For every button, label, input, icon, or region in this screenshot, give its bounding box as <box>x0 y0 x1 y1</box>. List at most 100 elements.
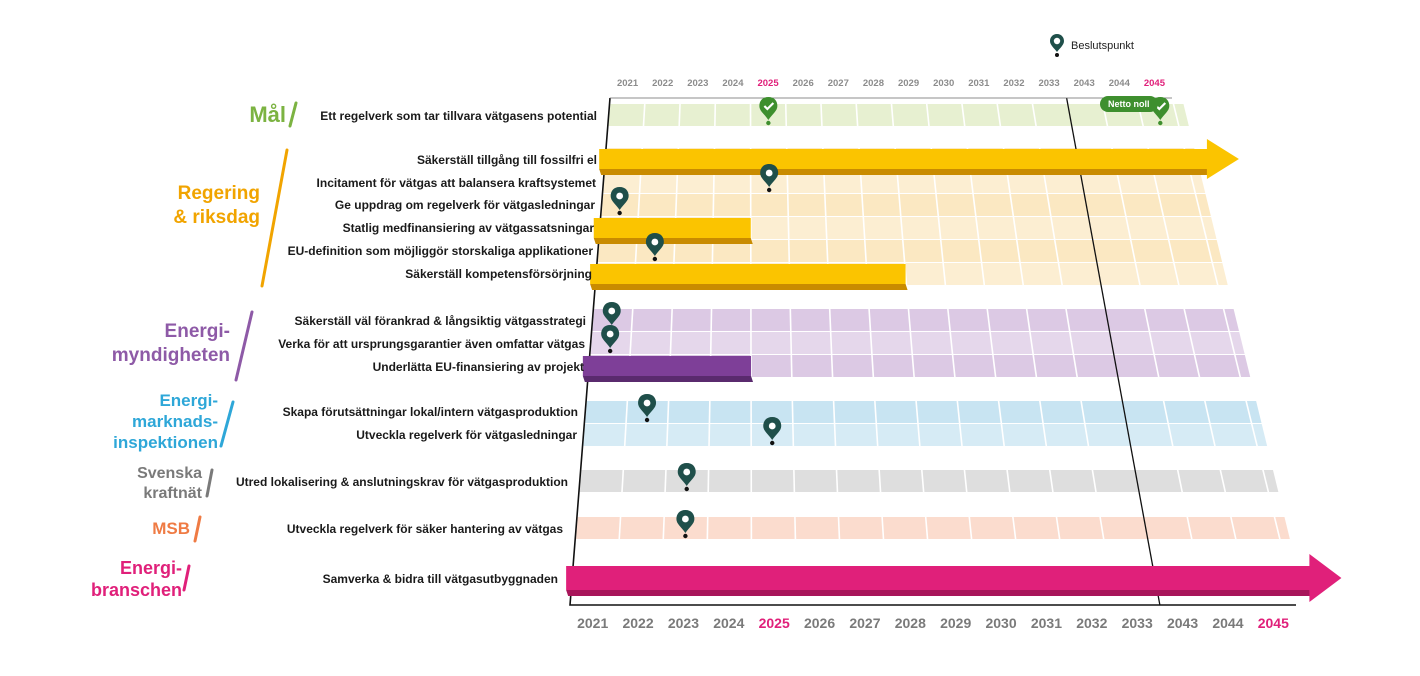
bottom-year-label: 2024 <box>713 615 744 631</box>
row-label: Underlätta EU-finansiering av projekt <box>372 360 584 374</box>
grid-line <box>819 97 844 606</box>
band-row <box>589 332 1245 354</box>
band-row <box>582 424 1268 446</box>
group-divider <box>205 468 214 498</box>
grid-line <box>855 97 889 606</box>
group-title-msb: MSB <box>152 519 190 538</box>
decision-pin-icon <box>759 97 778 126</box>
timeline-bar-shadow <box>590 284 908 290</box>
timeline-bar-shadow <box>566 590 1312 596</box>
timeline-bar-shadow <box>593 238 753 244</box>
grid-line <box>1030 97 1116 606</box>
bottom-year-label: 2021 <box>577 615 608 631</box>
top-year-label: 2023 <box>687 78 708 89</box>
bottom-year-label: 2030 <box>985 615 1016 631</box>
decision-pin-icon <box>610 187 629 216</box>
group-title-svk: Svenska kraftnät <box>137 465 202 502</box>
row-label: EU-definition som möjliggör storskaliga … <box>287 244 593 258</box>
timeline-bar <box>590 264 906 284</box>
grid-line <box>614 97 646 606</box>
top-year-label: 2025 <box>757 78 779 89</box>
row-label: Samverka & bidra till vätgasutbyggnaden <box>322 572 558 586</box>
group-title-energibranschen: Energi- branschen <box>90 558 182 600</box>
group-divider <box>193 515 202 543</box>
bottom-year-label: 2033 <box>1122 615 1153 631</box>
top-year-label: 2043 <box>1074 78 1095 89</box>
top-year-label: 2030 <box>933 78 954 89</box>
band-row <box>602 171 1206 193</box>
decision-pin-icon <box>602 302 621 331</box>
bottom-year-label: 2043 <box>1167 615 1198 631</box>
top-year-label: 2028 <box>863 78 884 89</box>
row-label: Statlig medfinansiering av vätgassatsnin… <box>342 221 594 235</box>
top-year-label: 2045 <box>1144 78 1166 89</box>
bottom-year-label: 2025 <box>759 615 790 631</box>
timeline-break-line <box>1065 97 1161 606</box>
grid-line <box>1171 97 1297 606</box>
timeline-bar-shadow <box>599 169 1209 175</box>
legend-label: Beslutspunkt <box>1071 40 1134 52</box>
band-row <box>587 355 1251 377</box>
bottom-year-label: 2032 <box>1076 615 1107 631</box>
row-label: Ge uppdrag om regelverk för vätgaslednin… <box>334 198 595 212</box>
group-title-energimyndigheten: Energi- myndigheten <box>111 321 230 366</box>
grid-line <box>1136 97 1252 606</box>
timeline-bar-shadow <box>582 376 754 382</box>
bottom-year-label: 2031 <box>1031 615 1062 631</box>
decision-pin-icon <box>638 394 657 423</box>
top-year-label: 2033 <box>1038 78 1059 89</box>
band-row <box>607 104 1189 126</box>
bottom-year-label: 2023 <box>668 615 699 631</box>
bottom-year-label: 2029 <box>940 615 971 631</box>
row-label: Incitament för vätgas att balansera kraf… <box>316 176 596 190</box>
decision-pin-icon <box>763 417 782 446</box>
bottom-year-label: 2027 <box>849 615 880 631</box>
row-label: Utveckla regelverk för vätgasledningar <box>356 428 577 442</box>
grid-line <box>659 97 682 606</box>
group-title-mal: Mål <box>249 102 286 127</box>
band-row <box>578 470 1279 492</box>
grid-line <box>784 97 798 606</box>
band-row <box>598 217 1217 239</box>
group-divider <box>260 148 289 288</box>
group-divider <box>219 400 235 448</box>
grid-line <box>1100 97 1207 606</box>
top-year-label: 2029 <box>898 78 919 89</box>
bottom-year-label: 2022 <box>622 615 653 631</box>
band-row <box>600 194 1211 216</box>
top-year-label: 2021 <box>617 78 639 89</box>
timeline-bar <box>593 218 751 238</box>
bottom-year-label: 2045 <box>1258 615 1289 631</box>
band-row <box>591 309 1239 331</box>
decision-pin-icon <box>1050 34 1064 57</box>
group-title-ei: Energi- marknads- inspektionen <box>113 391 218 452</box>
top-year-label: 2022 <box>652 78 673 89</box>
row-label: Ett regelverk som tar tillvara vätgasens… <box>320 109 597 123</box>
grid-line <box>995 97 1070 606</box>
row-label: Utveckla regelverk för säker hantering a… <box>286 522 563 536</box>
grid-line <box>705 97 717 606</box>
row-label: Säkerställ tillgång till fossilfri el <box>416 153 597 167</box>
band-row <box>584 401 1262 423</box>
decision-pin-icon <box>601 325 620 354</box>
netto-noll-badge: Netto noll <box>1100 96 1158 112</box>
group-title-regering: Regering & riksdag <box>173 183 260 228</box>
decision-pin-icon <box>677 463 696 492</box>
legend: Beslutspunkt <box>1049 33 1134 59</box>
top-year-label: 2031 <box>968 78 990 89</box>
group-divider <box>234 310 254 382</box>
bottom-year-label: 2028 <box>895 615 926 631</box>
row-label: Utred lokalisering & anslutningskrav för… <box>235 475 568 489</box>
row-label: Säkerställ kompetensförsörjning <box>405 267 592 281</box>
grid-line <box>960 97 1025 606</box>
top-year-label: 2032 <box>1003 78 1024 89</box>
grid-line <box>749 97 753 606</box>
top-year-label: 2044 <box>1109 78 1131 89</box>
band-row <box>597 240 1223 262</box>
timeline-bar <box>582 356 752 376</box>
row-label: Skapa förutsättningar lokal/intern vätga… <box>282 405 578 419</box>
decision-pin-icon <box>760 164 779 193</box>
top-year-label: 2024 <box>722 78 744 89</box>
